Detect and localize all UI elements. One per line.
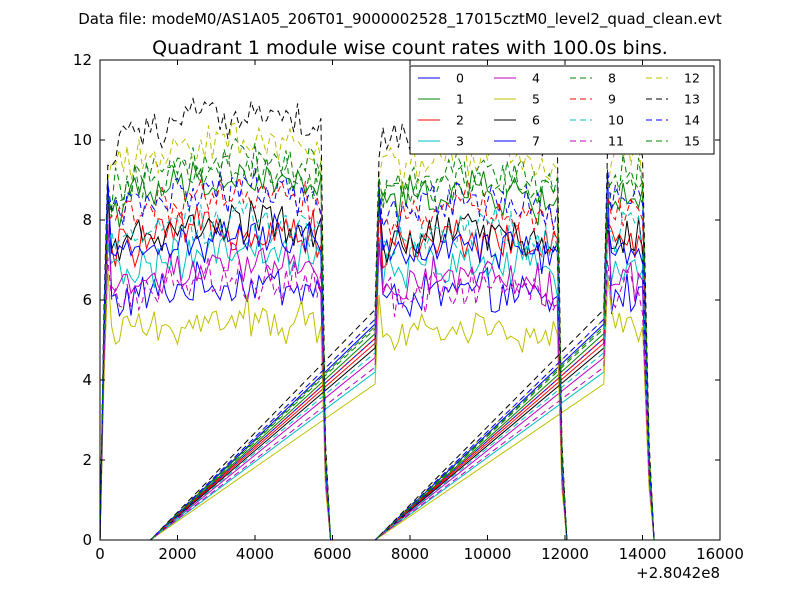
series-line-14	[100, 167, 655, 540]
series-line-5	[100, 270, 655, 540]
legend-label-13: 13	[684, 92, 700, 107]
y-tick-label: 6	[82, 291, 92, 309]
ticks-layer: 0 2000 4000 6000 8000 10000 12000 14000 16000 0 2 4…	[73, 51, 744, 563]
plot-area: 0 2000 4000 6000 8000 10000 12000 14000 16000 0 2 4…	[73, 51, 744, 563]
y-tick-label: 8	[82, 211, 92, 229]
x-tick-label: 10000	[464, 545, 512, 563]
legend-label-14: 14	[684, 113, 700, 128]
legend-label-12: 12	[684, 71, 700, 86]
x-tick-label: 2000	[158, 545, 196, 563]
legend-label-0: 0	[456, 71, 464, 86]
series-line-11	[100, 243, 655, 540]
legend-label-6: 6	[532, 113, 540, 128]
legend-label-5: 5	[532, 92, 540, 107]
legend-label-7: 7	[532, 134, 540, 149]
x-tick-label: 8000	[391, 545, 429, 563]
series-line-13	[100, 96, 655, 540]
series-line-12	[100, 122, 655, 540]
series-line-10	[100, 199, 655, 540]
y-tick-label: 2	[82, 451, 92, 469]
legend-label-8: 8	[608, 71, 616, 86]
y-tick-label: 10	[73, 131, 92, 149]
series-layer	[100, 96, 655, 540]
series-line-15	[100, 142, 655, 540]
chart-title: Quadrant 1 module wise count rates with …	[152, 37, 668, 59]
series-line-9	[100, 177, 655, 540]
x-tick-label: 4000	[236, 545, 274, 563]
legend-frame	[409, 65, 715, 155]
y-tick-label: 0	[82, 531, 92, 549]
legend-label-2: 2	[456, 113, 464, 128]
y-tick-label: 12	[73, 51, 92, 69]
legend-label-9: 9	[608, 92, 616, 107]
x-offset-label: +2.8042e8	[636, 564, 720, 582]
legend-label-15: 15	[684, 134, 700, 149]
legend-label-10: 10	[608, 113, 624, 128]
x-tick-label: 0	[95, 545, 105, 563]
x-tick-label: 14000	[619, 545, 667, 563]
legend-label-3: 3	[456, 134, 464, 149]
x-tick-label: 16000	[696, 545, 744, 563]
chart-suptitle: Data file: modeM0/AS1A05_206T01_90000025…	[78, 10, 722, 29]
y-tick-label: 4	[82, 371, 92, 389]
legend-label-11: 11	[608, 134, 624, 149]
legend-label-1: 1	[456, 92, 464, 107]
series-line-8	[100, 137, 655, 540]
legend-label-4: 4	[532, 71, 540, 86]
series-line-7	[100, 182, 655, 540]
x-tick-label: 12000	[541, 545, 589, 563]
x-tick-label: 6000	[313, 545, 351, 563]
